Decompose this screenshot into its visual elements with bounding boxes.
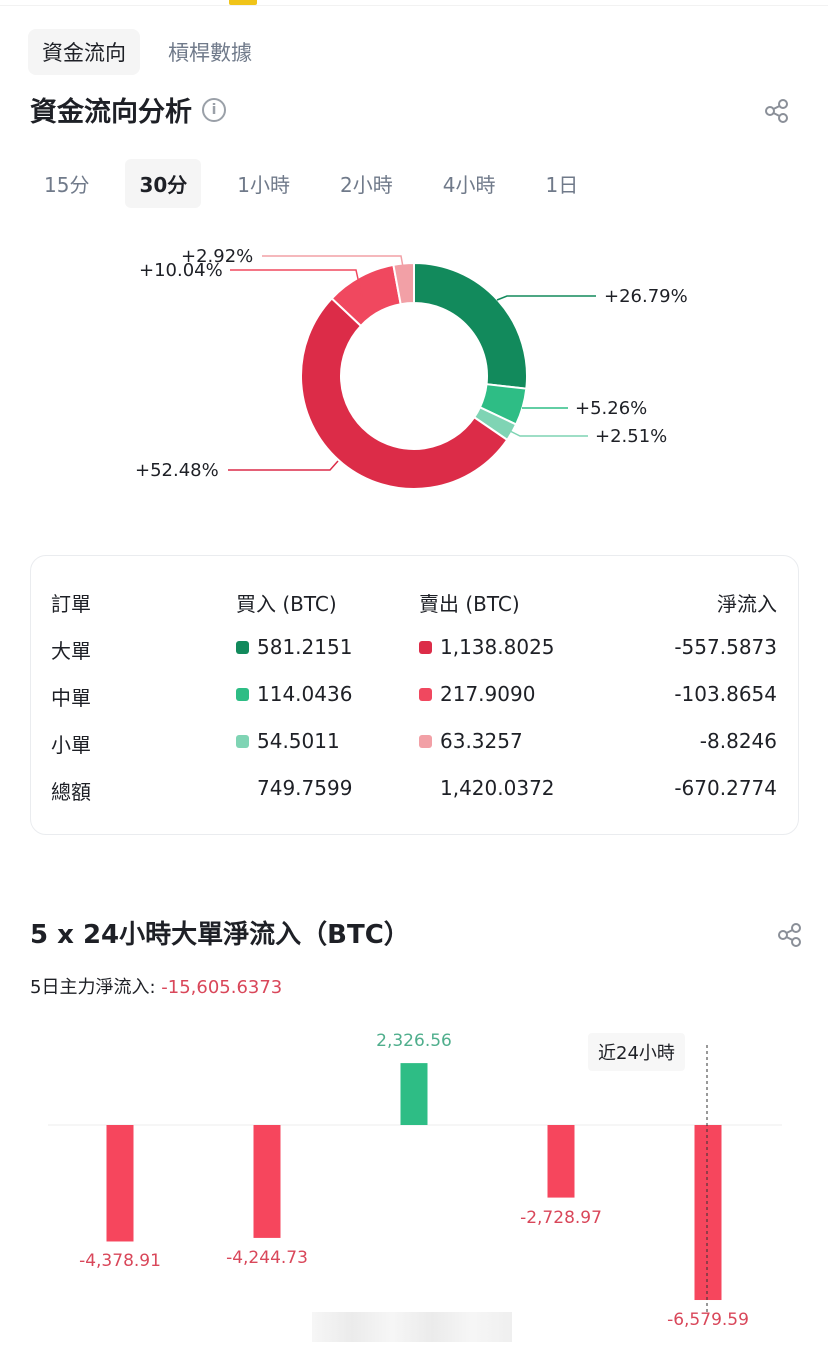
share-icon[interactable] [763,97,791,125]
bar[interactable] [547,1125,575,1198]
time-tab-30m[interactable]: 30分 [125,159,202,208]
section-title-large-order-netflow: 5 x 24小時大單淨流入（BTC） [30,914,410,951]
info-icon[interactable]: i [202,97,226,122]
fund-flow-donut-chart: +26.79% +5.26% +2.51% +52.48% +10.04% +2… [0,230,828,520]
buy-value: 114.0436 [257,682,353,706]
tab-fund-flow[interactable]: 資金流向 [28,29,140,75]
donut-label-sell-large: +52.48% [135,460,219,481]
sell-value: 1,138.8025 [440,635,555,659]
buy-medium-swatch [236,687,249,701]
sell-small-swatch [419,734,432,748]
table-row-total: 總額 749.7599 1,420.0372 -670.2774 [51,776,777,806]
sell-value: 217.9090 [440,682,536,706]
bar-label: 2,326.56 [376,1031,452,1052]
fund-flow-table: 訂單 買入 (BTC) 賣出 (BTC) 淨流入 大單 581.2151 1,1… [30,555,799,835]
buy-large-swatch [236,640,249,654]
donut-label-buy-small: +2.51% [595,426,668,447]
top-tabs: 資金流向 槓桿數據 [28,29,266,75]
net-value: -557.5873 [674,635,777,659]
bar[interactable] [106,1125,134,1242]
table-row: 小單 54.5011 63.3257 -8.8246 [51,729,777,759]
row-type: 大單 [51,639,91,663]
row-type: 小單 [51,733,91,757]
bar[interactable] [694,1125,722,1301]
donut-label-sell-small: +2.92% [181,246,254,267]
time-tab-15m[interactable]: 15分 [44,173,90,197]
buy-total: 749.7599 [257,776,353,800]
five-day-netflow-label: 5日主力淨流入: [30,977,162,998]
bar[interactable] [400,1063,428,1125]
time-tab-2h[interactable]: 2小時 [340,173,393,197]
row-type: 中單 [51,686,91,710]
watermark [312,1312,512,1342]
time-tab-1d[interactable]: 1日 [545,173,579,197]
net-total: -670.2774 [674,776,777,800]
section-title-fund-flow: 資金流向分析 i [30,90,226,129]
time-tab-4h[interactable]: 4小時 [442,173,496,197]
net-value: -8.8246 [699,729,777,753]
donut-segment[interactable] [392,261,415,306]
bar[interactable] [253,1125,281,1238]
donut-label-buy-medium: +5.26% [575,398,648,419]
buy-small-swatch [236,734,249,748]
header-buy: 買入 (BTC) [236,592,337,616]
buy-value: 581.2151 [257,635,353,659]
bar-svg [48,1045,782,1313]
buy-value: 54.5011 [257,729,340,753]
row-type: 總額 [51,780,91,804]
large-order-bar-chart: -4,378.91 -4,244.73 2,326.56 -2,728.97 -… [0,1020,828,1352]
time-range-tabs: 15分 30分 1小時 2小時 4小時 1日 [30,159,592,208]
last-24h-badge: 近24小時 [588,1033,685,1071]
table-header-row: 訂單 買入 (BTC) 賣出 (BTC) 淨流入 [51,588,777,618]
share-icon[interactable] [776,921,804,949]
bar-label: -2,728.97 [520,1207,602,1228]
five-day-netflow-value: -15,605.6373 [161,977,283,998]
bar-label: -4,378.91 [79,1251,161,1272]
sell-medium-swatch [419,687,432,701]
header-order: 訂單 [51,592,91,616]
donut-segment[interactable] [413,261,528,390]
tab-leverage-data[interactable]: 槓桿數據 [168,41,252,65]
header-sell: 賣出 (BTC) [419,592,520,616]
bar-label: -4,244.73 [226,1247,308,1268]
net-value: -103.8654 [674,682,777,706]
fund-flow-title: 資金流向分析 [30,97,192,128]
large-order-title: 5 x 24小時大單淨流入（BTC） [30,920,410,950]
sell-large-swatch [419,640,432,654]
five-day-netflow: 5日主力淨流入: -15,605.6373 [30,973,282,999]
donut-label-buy-large: +26.79% [604,286,688,307]
sell-value: 63.3257 [440,729,523,753]
bar-label: -6,579.59 [667,1310,749,1331]
donut-svg [228,255,596,490]
time-tab-1h[interactable]: 1小時 [237,173,291,197]
table-row: 大單 581.2151 1,138.8025 -557.5873 [51,635,777,665]
donut-segment[interactable] [300,297,509,490]
table-row: 中單 114.0436 217.9090 -103.8654 [51,682,777,712]
top-scroll-bar [0,0,828,6]
donut-label-sell-medium: +10.04% [139,260,223,281]
header-net: 淨流入 [717,592,777,616]
active-indicator [229,0,257,5]
sell-total: 1,420.0372 [440,776,555,800]
